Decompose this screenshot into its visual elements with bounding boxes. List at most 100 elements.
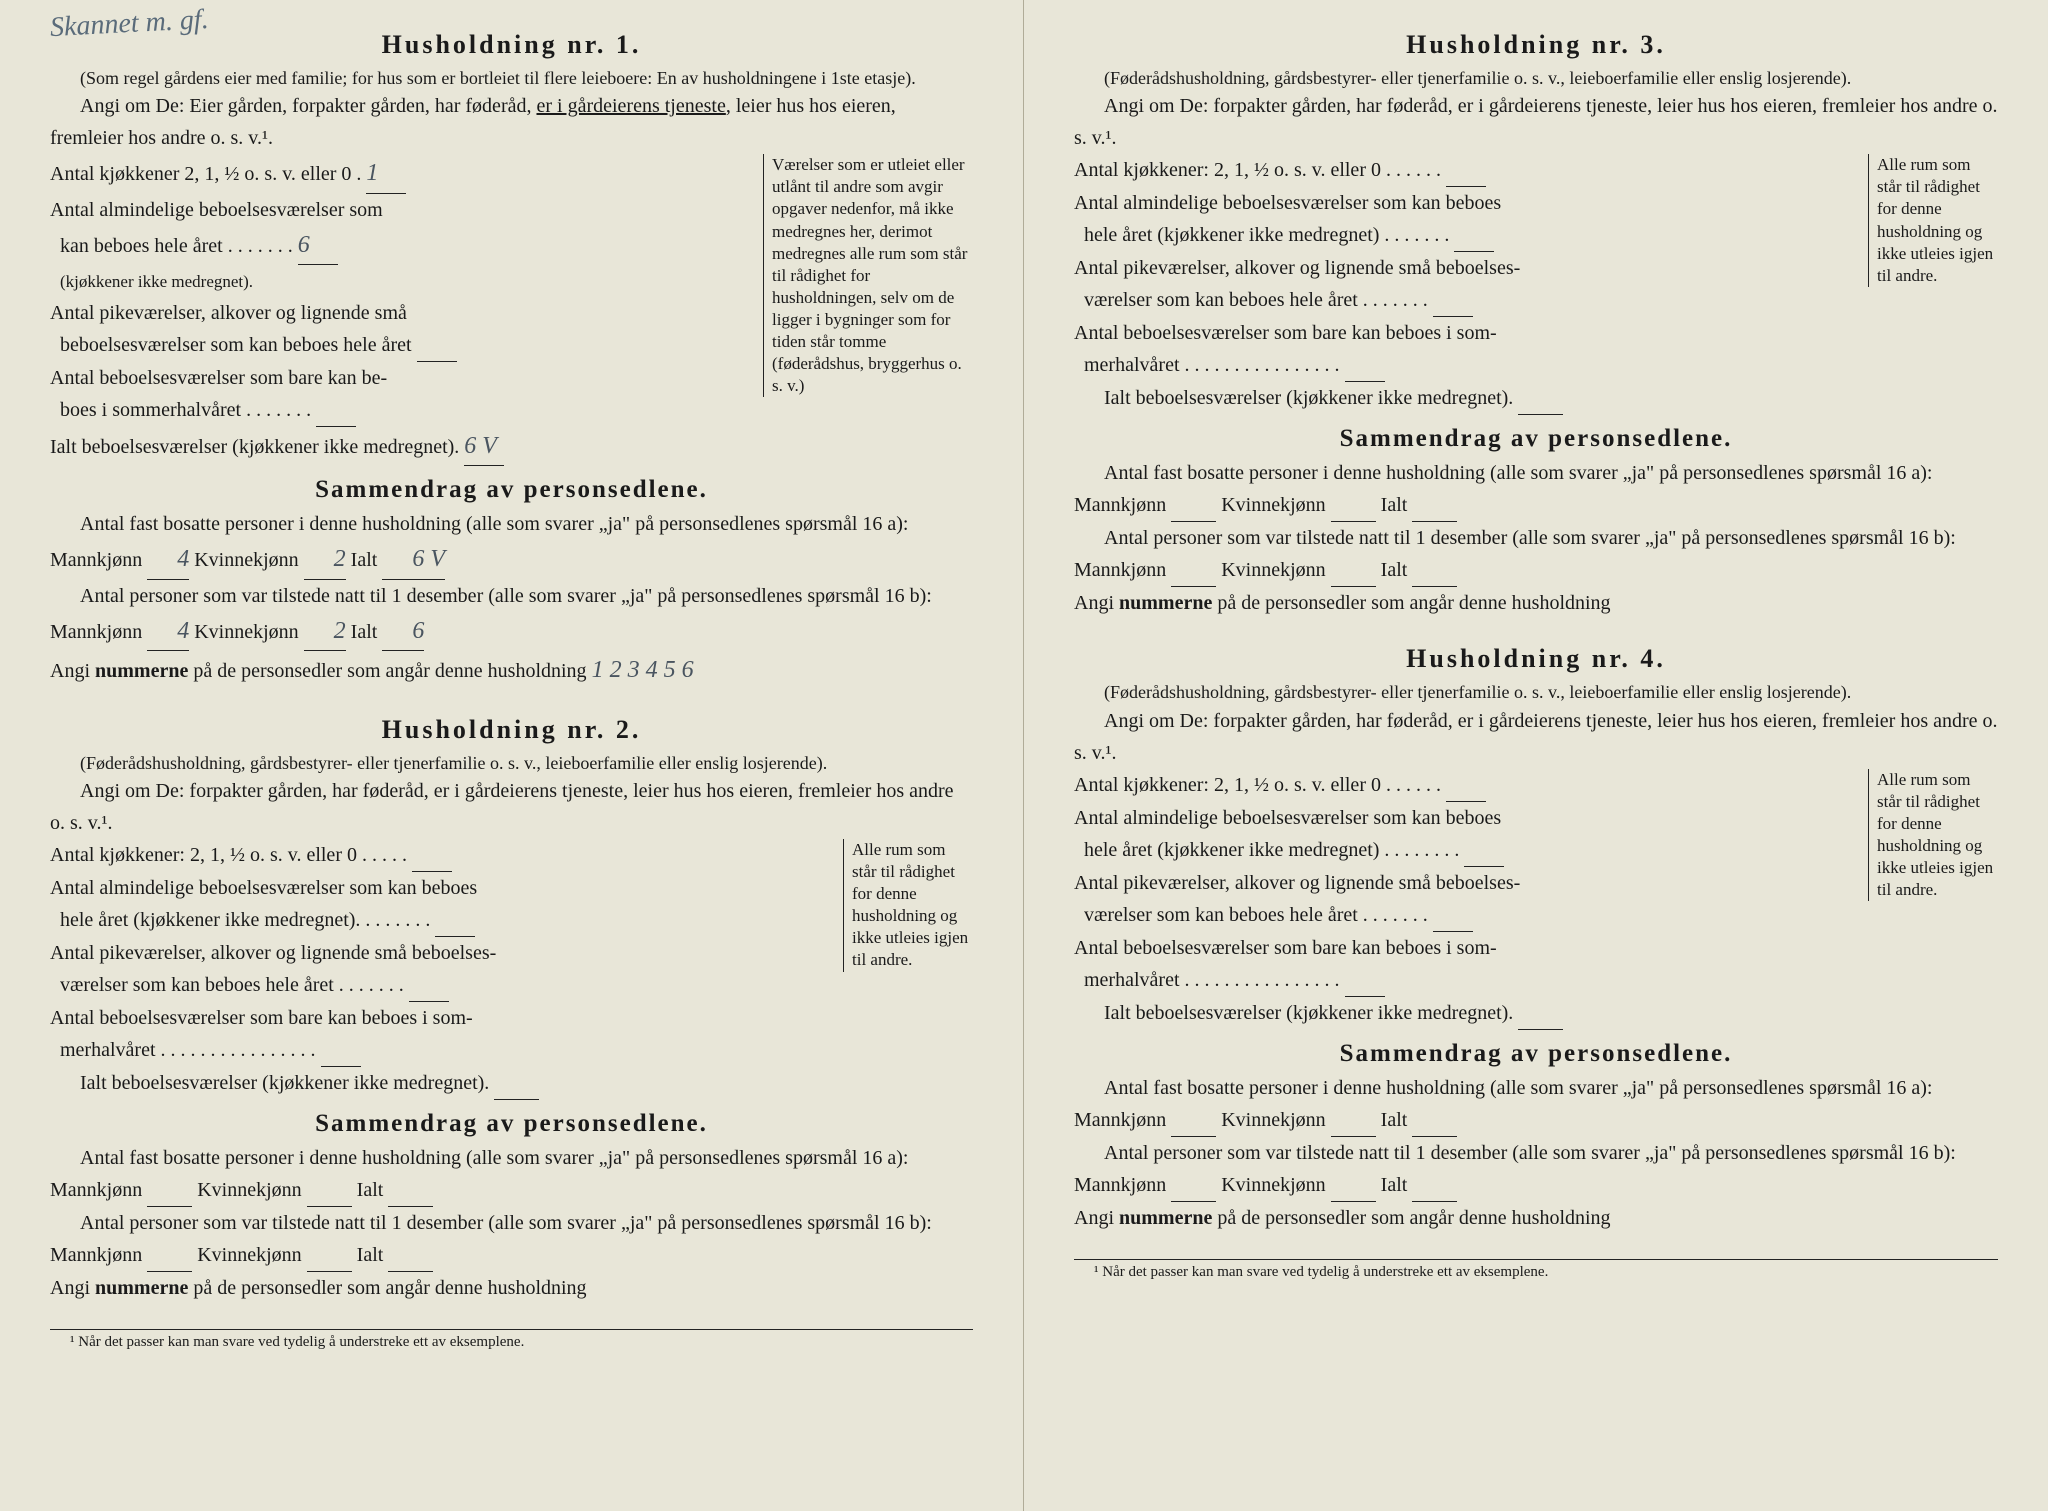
h3-title: Husholdning nr. 3.: [1074, 30, 1998, 60]
h3-rooms1: Antal almindelige beboelsesværelser som …: [1074, 187, 1860, 252]
h1-rooms3-blank: [316, 394, 356, 427]
h3-rooms1b: hele året (kjøkkener ikke medregnet): [1084, 224, 1379, 246]
h1-rooms2a: Antal pikeværelser, alkover og lignende …: [50, 302, 407, 324]
h3-kitchens-label: Antal kjøkkener: 2, 1, ½ o. s. v. eller …: [1074, 159, 1381, 181]
h1-sum2-k: 2: [304, 612, 346, 651]
h1-kitchens-label: Antal kjøkkener 2, 1, ½ o. s. v. eller 0…: [50, 163, 361, 185]
h1-sum1-k: 2: [304, 540, 346, 579]
h1-rooms2-blank: [417, 329, 457, 362]
h4-numline: Angi nummerne på de personsedler som ang…: [1074, 1202, 1998, 1234]
h3-rooms2a: Antal pikeværelser, alkover og lignende …: [1074, 257, 1520, 279]
h3-sum2-i-label: Ialt: [1381, 559, 1408, 581]
h2-sum1-i-label: Ialt: [357, 1179, 384, 1201]
household-2: Husholdning nr. 2. (Føderådshusholdning,…: [50, 715, 973, 1304]
h4-sum2-i-label: Ialt: [1381, 1174, 1408, 1196]
h4-rooms-left: Antal kjøkkener: 2, 1, ½ o. s. v. eller …: [1074, 769, 1860, 1030]
h3-side-note: Alle rum som står til rådighet for denne…: [1868, 154, 1998, 287]
h2-total: Ialt beboelsesværelser (kjøkkener ikke m…: [50, 1067, 835, 1100]
h2-rooms1-blank: [435, 904, 475, 937]
h1-total: Ialt beboelsesværelser (kjøkkener ikke m…: [50, 427, 753, 466]
h3-total-label: Ialt beboelsesværelser (kjøkkener ikke m…: [1104, 387, 1513, 409]
h2-rooms1: Antal almindelige beboelsesværelser som …: [50, 872, 835, 937]
h2-side-note-wrap: Alle rum som står til rådighet for denne…: [835, 839, 973, 972]
h4-numline-bold: nummerne: [1119, 1207, 1212, 1229]
h3-sum2-k-label: Kvinnekjønn: [1221, 559, 1325, 581]
h2-kitchens-blank: [412, 839, 452, 872]
h4-subtitle: (Føderådshusholdning, gårdsbestyrer- ell…: [1074, 680, 1998, 704]
h3-kitchens: Antal kjøkkener: 2, 1, ½ o. s. v. eller …: [1074, 154, 1860, 187]
h4-side-note-wrap: Alle rum som står til rådighet for denne…: [1860, 769, 1998, 902]
h2-rooms3b: merhalvåret: [60, 1039, 156, 1061]
h1-sum1: Antal fast bosatte personer i denne hush…: [50, 508, 973, 579]
h3-rooms3a: Antal beboelsesværelser som bare kan beb…: [1074, 322, 1497, 344]
h1-numline: Angi nummerne på de personsedler som ang…: [50, 651, 973, 689]
h3-rooms1a: Antal almindelige beboelsesværelser som …: [1074, 192, 1501, 214]
h2-sum2-i-label: Ialt: [357, 1244, 384, 1266]
h1-rooms1-note: (kjøkkener ikke medregnet).: [60, 272, 253, 291]
right-column: Husholdning nr. 3. (Føderådshusholdning,…: [1024, 0, 2048, 1511]
h1-kitchens: Antal kjøkkener 2, 1, ½ o. s. v. eller 0…: [50, 154, 753, 193]
h1-rooms3b: boes i sommerhalvåret: [60, 399, 241, 421]
h4-rooms1a: Antal almindelige beboelsesværelser som …: [1074, 807, 1501, 829]
h4-title: Husholdning nr. 4.: [1074, 644, 1998, 674]
h4-total-label: Ialt beboelsesværelser (kjøkkener ikke m…: [1104, 1002, 1513, 1024]
h3-rooms-left: Antal kjøkkener: 2, 1, ½ o. s. v. eller …: [1074, 154, 1860, 415]
h2-rooms3a: Antal beboelsesværelser som bare kan beb…: [50, 1007, 473, 1029]
h4-sum2: Antal personer som var tilstede natt til…: [1074, 1137, 1998, 1202]
h3-rooms3b: merhalvåret: [1084, 354, 1180, 376]
h2-rooms2b: værelser som kan beboes hele året: [60, 974, 334, 996]
h1-sum2-m: 4: [147, 612, 189, 651]
h2-kitchens: Antal kjøkkener: 2, 1, ½ o. s. v. eller …: [50, 839, 835, 872]
h1-total-label: Ialt beboelsesværelser (kjøkkener ikke m…: [50, 436, 459, 458]
h2-numline-pre: Angi: [50, 1277, 95, 1299]
h1-kitchens-value: 1: [366, 154, 406, 193]
h2-sum2-k-label: Kvinnekjønn: [197, 1244, 301, 1266]
left-column: Skannet m. gf. Husholdning nr. 1. (Som r…: [0, 0, 1024, 1511]
h2-total-blank: [494, 1067, 539, 1100]
h1-sum1-m: 4: [147, 540, 189, 579]
h1-subtitle: (Som regel gårdens eier med familie; for…: [50, 66, 973, 90]
h1-sum2-k-label: Kvinnekjønn: [194, 621, 298, 643]
h1-rooms2b: beboelsesværelser som kan beboes hele år…: [60, 334, 412, 356]
h4-rooms3: Antal beboelsesværelser som bare kan beb…: [1074, 932, 1860, 997]
h1-rooms-left: Antal kjøkkener 2, 1, ½ o. s. v. eller 0…: [50, 154, 753, 466]
h2-sum2: Antal personer som var tilstede natt til…: [50, 1207, 973, 1272]
h2-numline-post: på de personsedler som angår denne husho…: [188, 1277, 586, 1299]
household-4: Husholdning nr. 4. (Føderådshusholdning,…: [1074, 644, 1998, 1233]
h2-kitchens-label: Antal kjøkkener: 2, 1, ½ o. s. v. eller …: [50, 844, 357, 866]
h3-angi: Angi om De: forpakter gården, har føderå…: [1074, 90, 1998, 154]
h2-sum1-k-label: Kvinnekjønn: [197, 1179, 301, 1201]
h2-rooms2: Antal pikeværelser, alkover og lignende …: [50, 937, 835, 1002]
left-footnote: ¹ Når det passer kan man svare ved tydel…: [50, 1329, 973, 1351]
h4-summary-title: Sammendrag av personsedlene.: [1074, 1040, 1998, 1068]
h3-numline-post: på de personsedler som angår denne husho…: [1212, 592, 1610, 614]
h3-rooms-block: Antal kjøkkener: 2, 1, ½ o. s. v. eller …: [1074, 154, 1998, 415]
h2-side-note: Alle rum som står til rådighet for denne…: [843, 839, 973, 972]
h3-side-note-wrap: Alle rum som står til rådighet for denne…: [1860, 154, 1998, 287]
h3-rooms3: Antal beboelsesværelser som bare kan beb…: [1074, 317, 1860, 382]
household-1: Husholdning nr. 1. (Som regel gårdens ei…: [50, 30, 973, 690]
h3-subtitle: (Føderådshusholdning, gårdsbestyrer- ell…: [1074, 66, 1998, 90]
h3-sum1-k-label: Kvinnekjønn: [1221, 494, 1325, 516]
h4-rooms3b: merhalvåret: [1084, 969, 1180, 991]
h2-rooms1b: hele året (kjøkkener ikke medregnet).: [60, 909, 360, 931]
h4-sum1-k-label: Kvinnekjønn: [1221, 1109, 1325, 1131]
h1-rooms1b: kan beboes hele året: [60, 235, 223, 257]
h1-angi-underlined: er i gårdeierens tjeneste: [536, 95, 725, 117]
h1-numline-bold: nummerne: [95, 660, 188, 682]
h4-sum1-i-label: Ialt: [1381, 1109, 1408, 1131]
h1-rooms1a: Antal almindelige beboelsesværelser som: [50, 199, 383, 221]
household-3: Husholdning nr. 3. (Føderådshusholdning,…: [1074, 30, 1998, 619]
h1-sum2-i-label: Ialt: [351, 621, 378, 643]
right-footnote: ¹ Når det passer kan man svare ved tydel…: [1074, 1259, 1998, 1281]
h2-angi: Angi om De: forpakter gården, har føderå…: [50, 775, 973, 839]
h2-rooms3-blank: [321, 1034, 361, 1067]
h4-rooms1: Antal almindelige beboelsesværelser som …: [1074, 802, 1860, 867]
h1-numline-pre: Angi: [50, 660, 95, 682]
h2-rooms2a: Antal pikeværelser, alkover og lignende …: [50, 942, 496, 964]
document-page: Skannet m. gf. Husholdning nr. 1. (Som r…: [0, 0, 2048, 1511]
h3-total: Ialt beboelsesværelser (kjøkkener ikke m…: [1074, 382, 1860, 415]
h4-numline-post: på de personsedler som angår denne husho…: [1212, 1207, 1610, 1229]
h1-sum1-i-label: Ialt: [351, 549, 378, 571]
h2-total-label: Ialt beboelsesværelser (kjøkkener ikke m…: [80, 1072, 489, 1094]
